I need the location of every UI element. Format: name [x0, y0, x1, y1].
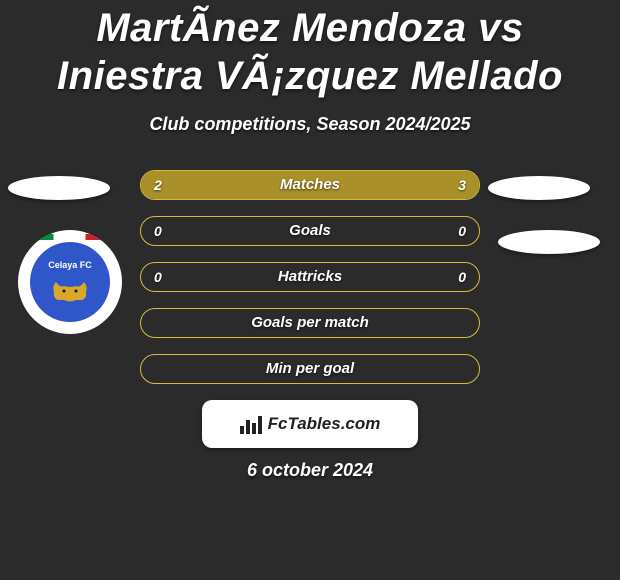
bar-label: Goals [140, 216, 480, 246]
celaya-text: Celaya FC [30, 260, 110, 270]
bar-left-value: 2 [154, 170, 162, 200]
bar-left-value: 0 [154, 216, 162, 246]
bar-row: Matches2 3 [140, 170, 480, 200]
bar-row: Goals0 0 [140, 216, 480, 246]
bar-right-value: 3 [458, 170, 466, 200]
bar-label: Matches [140, 170, 480, 200]
bar-row: Goals per match [140, 308, 480, 338]
bar-label: Hattricks [140, 262, 480, 292]
bar-chart-icon [240, 414, 262, 434]
bar-right-value: 0 [458, 262, 466, 292]
celaya-core: Celaya FC [30, 242, 110, 322]
bar-label: Goals per match [140, 308, 480, 338]
brand-text: FcTables.com [268, 414, 381, 434]
bar-left-value: 0 [154, 262, 162, 292]
celaya-badge: Celaya FC [18, 230, 122, 334]
bar-row: Hattricks0 0 [140, 262, 480, 292]
comparison-infographic: MartÃ­nez Mendoza vs Iniestra VÃ¡zquez M… [0, 0, 620, 580]
team-ellipse [488, 176, 590, 200]
page-title: MartÃ­nez Mendoza vs Iniestra VÃ¡zquez M… [0, 0, 620, 100]
subtitle: Club competitions, Season 2024/2025 [0, 114, 620, 135]
bull-icon [50, 276, 90, 304]
bar-right-value: 0 [458, 216, 466, 246]
team-ellipse [498, 230, 600, 254]
bar-row: Min per goal [140, 354, 480, 384]
date-text: 6 october 2024 [0, 460, 620, 481]
brand-box: FcTables.com [202, 400, 418, 448]
bars-container: Matches23Goals00Hattricks00Goals per mat… [140, 170, 480, 400]
team-ellipse [8, 176, 110, 200]
bar-label: Min per goal [140, 354, 480, 384]
